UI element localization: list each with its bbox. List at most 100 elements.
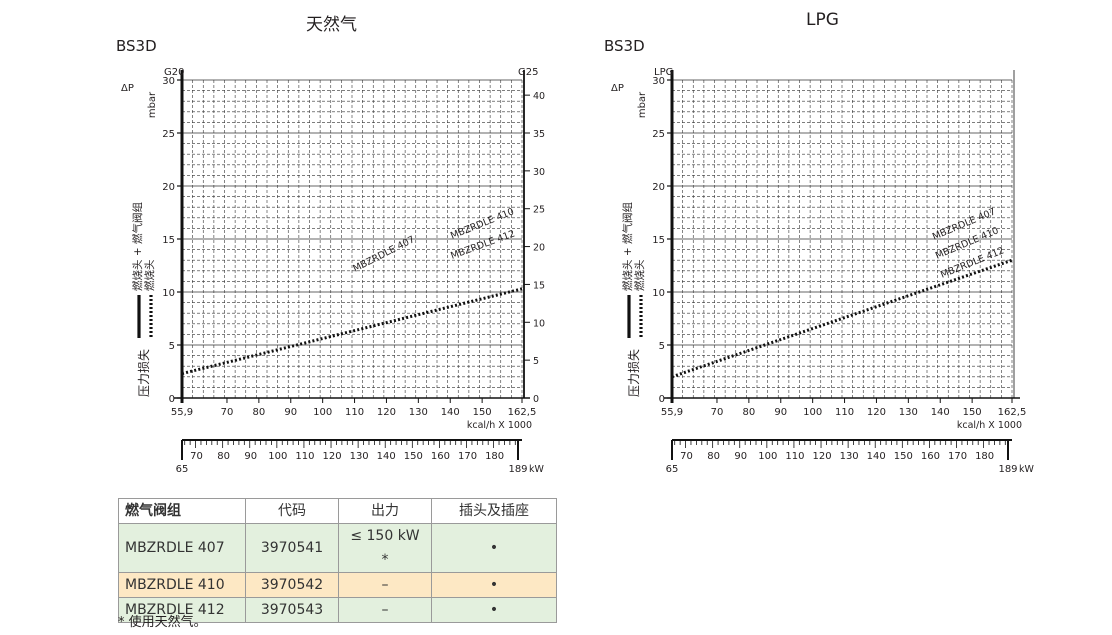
header-plug: 插头及插座 (431, 498, 557, 524)
table-row: MBZRDLE 412 3970543 – • (118, 597, 557, 623)
y-axis-title: 压力损失 (626, 349, 641, 397)
y-tick-label: 30 (162, 76, 175, 87)
secondary-y-tick-label: 40 (533, 91, 545, 102)
unit-mbar-label: mbar (637, 91, 648, 118)
kw-unit-label: kW (529, 464, 545, 475)
unit-mbar-label: mbar (147, 91, 158, 118)
left-axis-gas-label: G20 (164, 67, 184, 78)
x-axis-unit-label: kcal/h X 1000 (957, 420, 1022, 431)
kw-tick-label: 180 (485, 451, 504, 462)
left-chart-subtitle: BS3D (116, 37, 157, 55)
x-tick-label: 110 (835, 407, 854, 418)
x-tick-label: 110 (345, 407, 364, 418)
kw-tick-label: 150 (894, 451, 913, 462)
secondary-y-tick-label: 5 (533, 356, 539, 367)
legend-dotted-label: 燃烧头 (143, 260, 156, 292)
x-tick-label: 70 (711, 407, 724, 418)
row-plug: • (431, 572, 557, 598)
kw-tick-label: 160 (921, 451, 940, 462)
kw-tick-label: 130 (350, 451, 369, 462)
right-axis-gas-label: G25 (518, 67, 538, 78)
row-plug: • (431, 597, 557, 623)
table-header-row: 燃气阀组 代码 出力 插头及插座 (118, 498, 557, 524)
table-row: MBZRDLE 410 3970542 – • (118, 572, 557, 598)
x-tick-label: 162,5 (998, 407, 1027, 418)
y-tick-label: 0 (659, 394, 665, 405)
row-model: MBZRDLE 410 (118, 572, 246, 598)
series-line (671, 258, 1013, 379)
x-tick-label: 150 (473, 407, 492, 418)
delta-p-label: ΔP (121, 83, 134, 94)
x-tick-label: 80 (252, 407, 265, 418)
kw-end-label: 189 (998, 464, 1017, 475)
y-tick-label: 10 (652, 288, 665, 299)
y-tick-label: 5 (169, 341, 175, 352)
x-tick-label: 100 (313, 407, 332, 418)
secondary-y-tick-label: 35 (533, 129, 545, 140)
kw-end-label: 189 (508, 464, 527, 475)
header-output: 出力 (338, 498, 432, 524)
y-tick-label: 20 (652, 182, 665, 193)
delta-p-label: ΔP (611, 83, 624, 94)
secondary-y-tick-label: 10 (533, 318, 545, 329)
kw-tick-label: 130 (840, 451, 859, 462)
kw-tick-label: 120 (322, 451, 341, 462)
kw-tick-label: 140 (867, 451, 886, 462)
kw-tick-label: 80 (217, 451, 230, 462)
y-tick-label: 15 (652, 235, 665, 246)
secondary-y-tick-label: 25 (533, 205, 545, 216)
kw-tick-label: 100 (268, 451, 287, 462)
y-tick-label: 10 (162, 288, 175, 299)
y-tick-label: 30 (652, 76, 665, 87)
x-tick-label: 140 (441, 407, 460, 418)
kw-tick-label: 110 (785, 451, 804, 462)
secondary-y-tick-label: 0 (533, 394, 539, 405)
header-valve: 燃气阀组 (118, 498, 246, 524)
y-tick-label: 25 (652, 129, 665, 140)
kw-tick-label: 120 (812, 451, 831, 462)
kw-unit-label: kW (1019, 464, 1035, 475)
legend-solid-label: 燃烧头 + 燃气阀组 (131, 202, 144, 291)
kw-tick-label: 100 (758, 451, 777, 462)
y-tick-label: 5 (659, 341, 665, 352)
row-output: ≤ 150 kW * (338, 523, 432, 573)
kw-start-label: 65 (666, 464, 679, 475)
right-chart-title: LPG (806, 10, 839, 30)
x-tick-label: 80 (742, 407, 755, 418)
x-tick-label: 55,9 (171, 407, 193, 418)
legend-solid-label: 燃烧头 + 燃气阀组 (621, 202, 634, 291)
kw-tick-label: 110 (295, 451, 314, 462)
y-tick-label: 20 (162, 182, 175, 193)
row-code: 3970542 (245, 572, 339, 598)
x-tick-label: 55,9 (661, 407, 683, 418)
x-tick-label: 140 (931, 407, 950, 418)
kw-start-label: 65 (176, 464, 189, 475)
left-axis-gas-label: LPG (654, 67, 673, 78)
x-axis-unit-label: kcal/h X 1000 (467, 420, 532, 431)
kw-tick-label: 170 (948, 451, 967, 462)
gas-valve-table: 燃气阀组 代码 出力 插头及插座 MBZRDLE 407 3970541 ≤ 1… (118, 498, 557, 623)
kw-tick-label: 90 (244, 451, 257, 462)
y-tick-label: 15 (162, 235, 175, 246)
kw-tick-label: 80 (707, 451, 720, 462)
kw-tick-label: 180 (975, 451, 994, 462)
x-tick-label: 120 (867, 407, 886, 418)
kw-tick-label: 150 (404, 451, 423, 462)
y-tick-label: 0 (169, 394, 175, 405)
row-model: MBZRDLE 407 (118, 523, 246, 573)
x-tick-label: 100 (803, 407, 822, 418)
table-row: MBZRDLE 407 3970541 ≤ 150 kW * • (118, 523, 557, 573)
kw-tick-label: 160 (431, 451, 450, 462)
left-chart-title: 天然气 (306, 15, 357, 35)
secondary-y-tick-label: 20 (533, 243, 545, 254)
legend-dotted-label: 燃烧头 (633, 260, 646, 292)
x-tick-label: 162,5 (508, 407, 537, 418)
y-tick-label: 25 (162, 129, 175, 140)
secondary-y-tick-label: 30 (533, 167, 545, 178)
x-tick-label: 70 (221, 407, 234, 418)
kw-tick-label: 140 (377, 451, 396, 462)
right-chart-subtitle: BS3D (604, 37, 645, 55)
kw-tick-label: 90 (734, 451, 747, 462)
row-output: – (338, 597, 432, 623)
